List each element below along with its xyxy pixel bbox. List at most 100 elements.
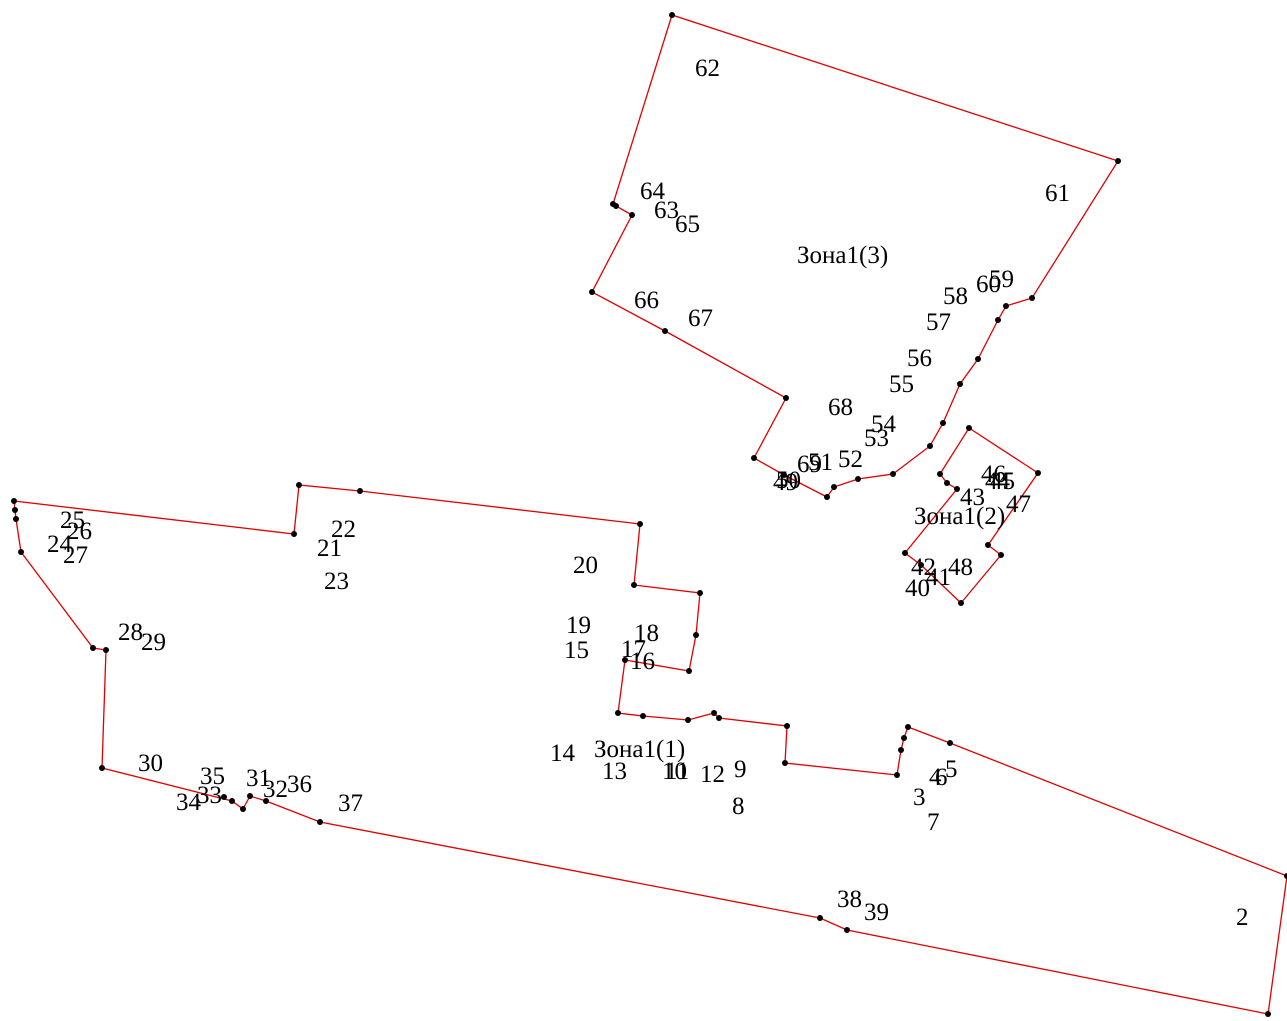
point-label-45: 45 xyxy=(990,468,1015,495)
vertex-dot xyxy=(629,212,635,218)
point-label-21: 21 xyxy=(317,535,342,562)
vertex-dot xyxy=(240,806,246,812)
point-label-56: 56 xyxy=(907,345,932,372)
point-label-23: 23 xyxy=(324,568,349,595)
point-label-66: 66 xyxy=(634,287,659,314)
point-label-32: 32 xyxy=(263,776,288,803)
vertex-dot xyxy=(784,723,790,729)
vertex-dot xyxy=(686,668,692,674)
point-label-7: 7 xyxy=(927,809,940,836)
point-label-63: 63 xyxy=(654,197,679,224)
vertex-dot xyxy=(844,927,850,933)
vertex-dot xyxy=(693,632,699,638)
zone-1-3-title: Зона1(3) xyxy=(797,242,888,269)
vertex-dot xyxy=(631,582,637,588)
point-label-20: 20 xyxy=(573,552,598,579)
vertex-dot xyxy=(615,710,621,716)
point-label-33: 33 xyxy=(197,782,222,809)
vertex-dot xyxy=(103,647,109,653)
vertex-dot xyxy=(855,476,861,482)
point-label-17: 17 xyxy=(621,636,646,663)
vertex-dot xyxy=(640,713,646,719)
vertex-dot xyxy=(662,328,668,334)
vertex-dot xyxy=(954,486,960,492)
point-label-9: 9 xyxy=(734,756,747,783)
vertex-dot xyxy=(99,765,105,771)
zone-1-3-boundary[interactable] xyxy=(591,14,1119,498)
point-label-2: 2 xyxy=(1236,904,1249,931)
vertex-dot xyxy=(716,715,722,721)
vertex-dot xyxy=(13,516,19,522)
point-label-12: 12 xyxy=(700,761,725,788)
point-label-11: 11 xyxy=(665,758,689,785)
vertex-dot xyxy=(229,798,235,804)
vertex-dot xyxy=(1284,873,1287,879)
point-label-49: 49 xyxy=(773,469,798,496)
point-label-42: 42 xyxy=(911,554,936,581)
zone-1-1-vertices xyxy=(11,482,1287,1017)
zone-1-1-point-labels: 1234567891011121314151617181920212223242… xyxy=(47,507,1249,931)
vertex-dot xyxy=(817,915,823,921)
point-label-41: 41 xyxy=(926,564,951,591)
point-label-13: 13 xyxy=(602,758,627,785)
vertex-dot xyxy=(317,819,323,825)
point-label-36: 36 xyxy=(287,771,312,798)
point-label-29: 29 xyxy=(141,629,166,656)
point-label-27: 27 xyxy=(63,542,88,569)
vertex-dot xyxy=(966,425,972,431)
vertex-dot xyxy=(669,12,675,18)
point-label-3: 3 xyxy=(913,784,926,811)
vertex-dot xyxy=(622,657,628,663)
vertex-dot xyxy=(18,549,24,555)
vertex-dot xyxy=(1035,470,1041,476)
point-label-61: 61 xyxy=(1045,180,1070,207)
vertex-dot xyxy=(783,395,789,401)
vertex-dot xyxy=(944,480,950,486)
vertex-dot xyxy=(1003,303,1009,309)
point-label-48: 48 xyxy=(948,554,973,581)
vertex-dot xyxy=(221,794,227,800)
point-label-24: 24 xyxy=(47,531,73,558)
point-label-52: 52 xyxy=(838,446,863,473)
point-label-38: 38 xyxy=(837,886,862,913)
vertex-dot xyxy=(927,443,933,449)
point-label-67: 67 xyxy=(688,305,713,332)
vertex-dot xyxy=(898,747,904,753)
vertex-dot xyxy=(1029,295,1035,301)
vertex-dot xyxy=(1265,1011,1271,1017)
point-label-53: 53 xyxy=(864,425,889,452)
vertex-dot xyxy=(902,550,908,556)
vertex-dot xyxy=(357,488,363,494)
point-label-4: 4 xyxy=(929,764,942,791)
point-label-60: 60 xyxy=(976,271,1001,298)
vertex-dot xyxy=(12,507,18,513)
vertex-dot xyxy=(697,590,703,596)
point-label-64: 64 xyxy=(640,178,666,205)
point-label-28: 28 xyxy=(118,619,143,646)
vertex-dot xyxy=(998,552,1004,558)
zone-1-1-title: Зона1(1) xyxy=(594,736,685,763)
point-label-22: 22 xyxy=(331,516,356,543)
point-label-35: 35 xyxy=(200,763,225,790)
point-label-30: 30 xyxy=(138,750,163,777)
point-label-34: 34 xyxy=(176,789,202,816)
vertex-dot xyxy=(894,772,900,778)
point-label-55: 55 xyxy=(889,371,914,398)
point-label-39: 39 xyxy=(864,899,889,926)
point-label-26: 26 xyxy=(67,518,92,545)
vertex-dot xyxy=(685,717,691,723)
point-label-31: 31 xyxy=(246,765,271,792)
point-label-16: 16 xyxy=(630,648,655,675)
zone-1-2-title: Зона1(2) xyxy=(914,503,1005,530)
vertex-dot xyxy=(263,798,269,804)
vertex-dot xyxy=(995,317,1001,323)
vertex-dot xyxy=(975,356,981,362)
vertex-dot xyxy=(940,420,946,426)
vertex-dot xyxy=(589,289,595,295)
vertex-dot xyxy=(947,740,953,746)
zone-1-2-vertices xyxy=(902,425,1041,606)
point-label-54: 54 xyxy=(871,411,897,438)
point-label-10: 10 xyxy=(662,758,687,785)
